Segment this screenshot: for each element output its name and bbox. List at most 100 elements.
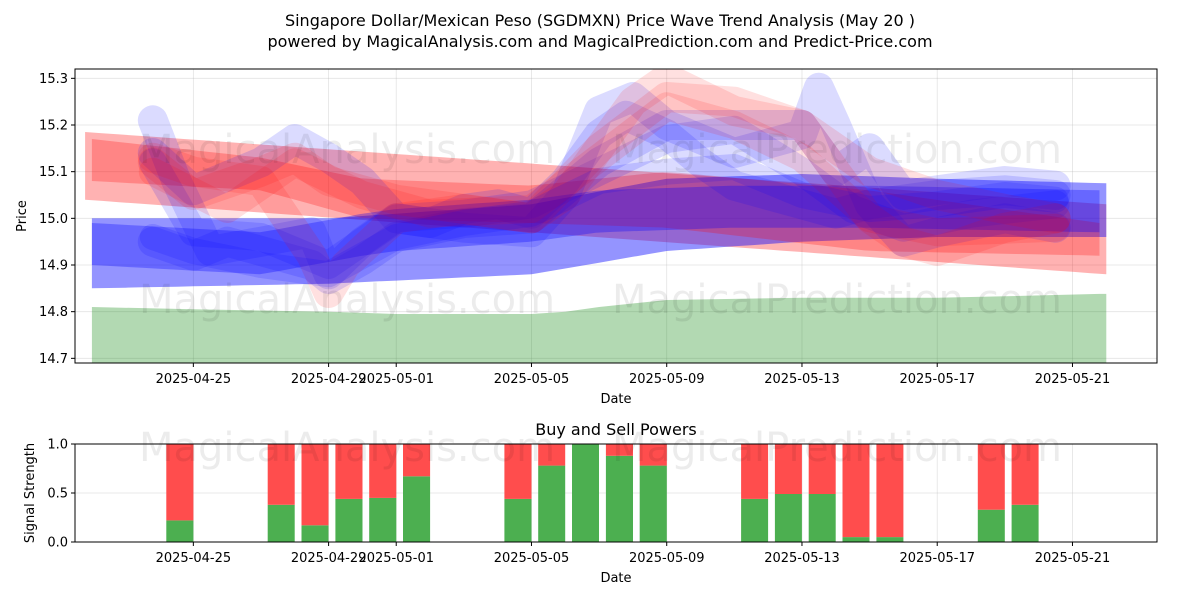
sell-power-bar bbox=[741, 444, 769, 499]
signal-chart-title: Buy and Sell Powers bbox=[535, 420, 697, 439]
sell-power-bar bbox=[504, 444, 532, 499]
price-x-tick-label: 2025-04-29 bbox=[291, 372, 367, 387]
sell-power-bar bbox=[403, 444, 431, 477]
buy-power-bar bbox=[403, 476, 431, 542]
watermark-right-bottom: MagicalPrediction.com bbox=[612, 425, 1062, 471]
wave-line-blue bbox=[137, 110, 1071, 294]
price-y-tick-label: 15.2 bbox=[39, 119, 68, 134]
signal-y-axis-label: Signal Strength bbox=[23, 443, 38, 543]
sell-power-bar bbox=[876, 444, 904, 538]
signal-chart-panel: Buy and Sell Powers MagicalAnalysis.com … bbox=[23, 420, 1158, 586]
buy-power-bar bbox=[605, 455, 633, 542]
sell-power-bar bbox=[1011, 444, 1039, 505]
wave-band-red bbox=[91, 139, 1100, 256]
sell-power-bar bbox=[369, 444, 397, 498]
signal-y-tick-label: 0.0 bbox=[47, 536, 68, 551]
sell-power-bar bbox=[605, 444, 633, 456]
sell-power-bar bbox=[808, 444, 836, 494]
watermark-right-mid: MagicalPrediction.com bbox=[612, 277, 1062, 323]
price-x-tick-label: 2025-05-17 bbox=[899, 372, 975, 387]
sell-power-bar bbox=[639, 444, 667, 466]
sell-power-bar bbox=[538, 444, 566, 466]
sell-power-bar bbox=[267, 444, 295, 505]
sell-power-bar bbox=[842, 444, 870, 538]
wave-line-blue bbox=[137, 100, 1071, 290]
chart-title-line2: powered by MagicalAnalysis.com and Magic… bbox=[267, 32, 932, 51]
buy-power-bar bbox=[977, 509, 1005, 542]
buy-power-bar bbox=[572, 444, 599, 542]
price-x-tick-label: 2025-05-13 bbox=[764, 372, 840, 387]
signal-x-tick-label: 2025-05-09 bbox=[629, 551, 705, 566]
sell-power-bar bbox=[977, 444, 1005, 510]
price-x-tick-label: 2025-05-21 bbox=[1035, 372, 1111, 387]
buy-power-bar bbox=[639, 465, 667, 542]
wave-line-blue bbox=[139, 154, 1069, 288]
buy-power-bar bbox=[741, 498, 769, 542]
price-x-axis-label: Date bbox=[600, 392, 631, 407]
wave-band-blue bbox=[91, 174, 1107, 289]
signal-x-tick-label: 2025-05-13 bbox=[764, 551, 840, 566]
wave-line-blue bbox=[138, 115, 1070, 279]
price-y-tick-label: 15.1 bbox=[39, 165, 68, 180]
buy-power-bar bbox=[876, 537, 904, 542]
sell-power-bar bbox=[774, 444, 802, 494]
wave-line-blue bbox=[137, 72, 1071, 257]
buy-power-bar bbox=[774, 494, 802, 542]
buy-power-bar bbox=[166, 520, 194, 542]
watermark-left-bottom: MagicalAnalysis.com bbox=[139, 425, 555, 471]
buy-power-bar bbox=[842, 537, 870, 542]
signal-bar-layer bbox=[166, 444, 1039, 542]
wave-line-red bbox=[137, 82, 1071, 308]
price-chart-panel: MagicalAnalysis.com MagicalPrediction.co… bbox=[15, 68, 1158, 407]
signal-x-tick-label: 2025-05-21 bbox=[1035, 551, 1111, 566]
wave-line-red bbox=[137, 69, 1071, 266]
sell-power-bar bbox=[335, 444, 363, 499]
price-x-tick-label: 2025-05-05 bbox=[494, 372, 570, 387]
signal-y-ticks: 0.0 0.5 1.0 bbox=[47, 438, 75, 551]
support-band-layer bbox=[91, 293, 1107, 363]
wave-line-red bbox=[138, 92, 1070, 247]
price-y-tick-label: 14.7 bbox=[39, 352, 68, 367]
signal-x-tick-label: 2025-05-17 bbox=[899, 551, 975, 566]
support-band bbox=[91, 293, 1107, 363]
buy-power-bar bbox=[538, 465, 566, 542]
signal-x-tick-label: 2025-05-01 bbox=[358, 551, 434, 566]
price-y-tick-label: 14.8 bbox=[39, 305, 68, 320]
sell-power-bar bbox=[301, 444, 329, 526]
wave-band-layer bbox=[85, 132, 1107, 289]
watermark-left-mid: MagicalAnalysis.com bbox=[139, 277, 555, 323]
price-y-tick-label: 15.3 bbox=[39, 72, 68, 87]
price-x-tick-label: 2025-05-09 bbox=[629, 372, 705, 387]
price-y-tick-label: 14.9 bbox=[39, 259, 68, 274]
price-y-tick-label: 15.0 bbox=[39, 212, 68, 227]
price-x-tick-label: 2025-04-25 bbox=[156, 372, 232, 387]
signal-y-tick-label: 0.5 bbox=[47, 487, 68, 502]
signal-x-tick-label: 2025-04-29 bbox=[291, 551, 367, 566]
buy-power-bar bbox=[808, 494, 836, 542]
buy-power-bar bbox=[369, 497, 397, 542]
wave-band-red bbox=[85, 132, 1107, 275]
price-y-axis-label: Price bbox=[15, 200, 30, 232]
buy-power-bar bbox=[504, 498, 532, 542]
price-x-tick-label: 2025-05-01 bbox=[358, 372, 434, 387]
signal-x-tick-label: 2025-04-25 bbox=[156, 551, 232, 566]
price-y-ticks: 14.7 14.8 14.9 15.0 15.1 15.2 15.3 bbox=[39, 72, 75, 367]
buy-power-bar bbox=[267, 504, 295, 542]
wave-line-layer bbox=[137, 69, 1071, 308]
chart-title-line1: Singapore Dollar/Mexican Peso (SGDMXN) P… bbox=[285, 11, 915, 30]
price-plot-frame bbox=[74, 68, 1158, 364]
signal-x-tick-label: 2025-05-05 bbox=[494, 551, 570, 566]
sell-power-bar bbox=[166, 444, 194, 521]
buy-power-bar bbox=[335, 498, 363, 542]
buy-power-bar bbox=[301, 525, 329, 542]
signal-x-axis-label: Date bbox=[600, 571, 631, 586]
buy-power-bar bbox=[1011, 504, 1039, 542]
signal-y-tick-label: 1.0 bbox=[47, 438, 68, 453]
watermark-left-top: MagicalAnalysis.com bbox=[139, 127, 555, 173]
watermark-right-top: MagicalPrediction.com bbox=[612, 127, 1062, 173]
wave-band-blue bbox=[91, 185, 1100, 275]
price-grid bbox=[75, 69, 1157, 363]
